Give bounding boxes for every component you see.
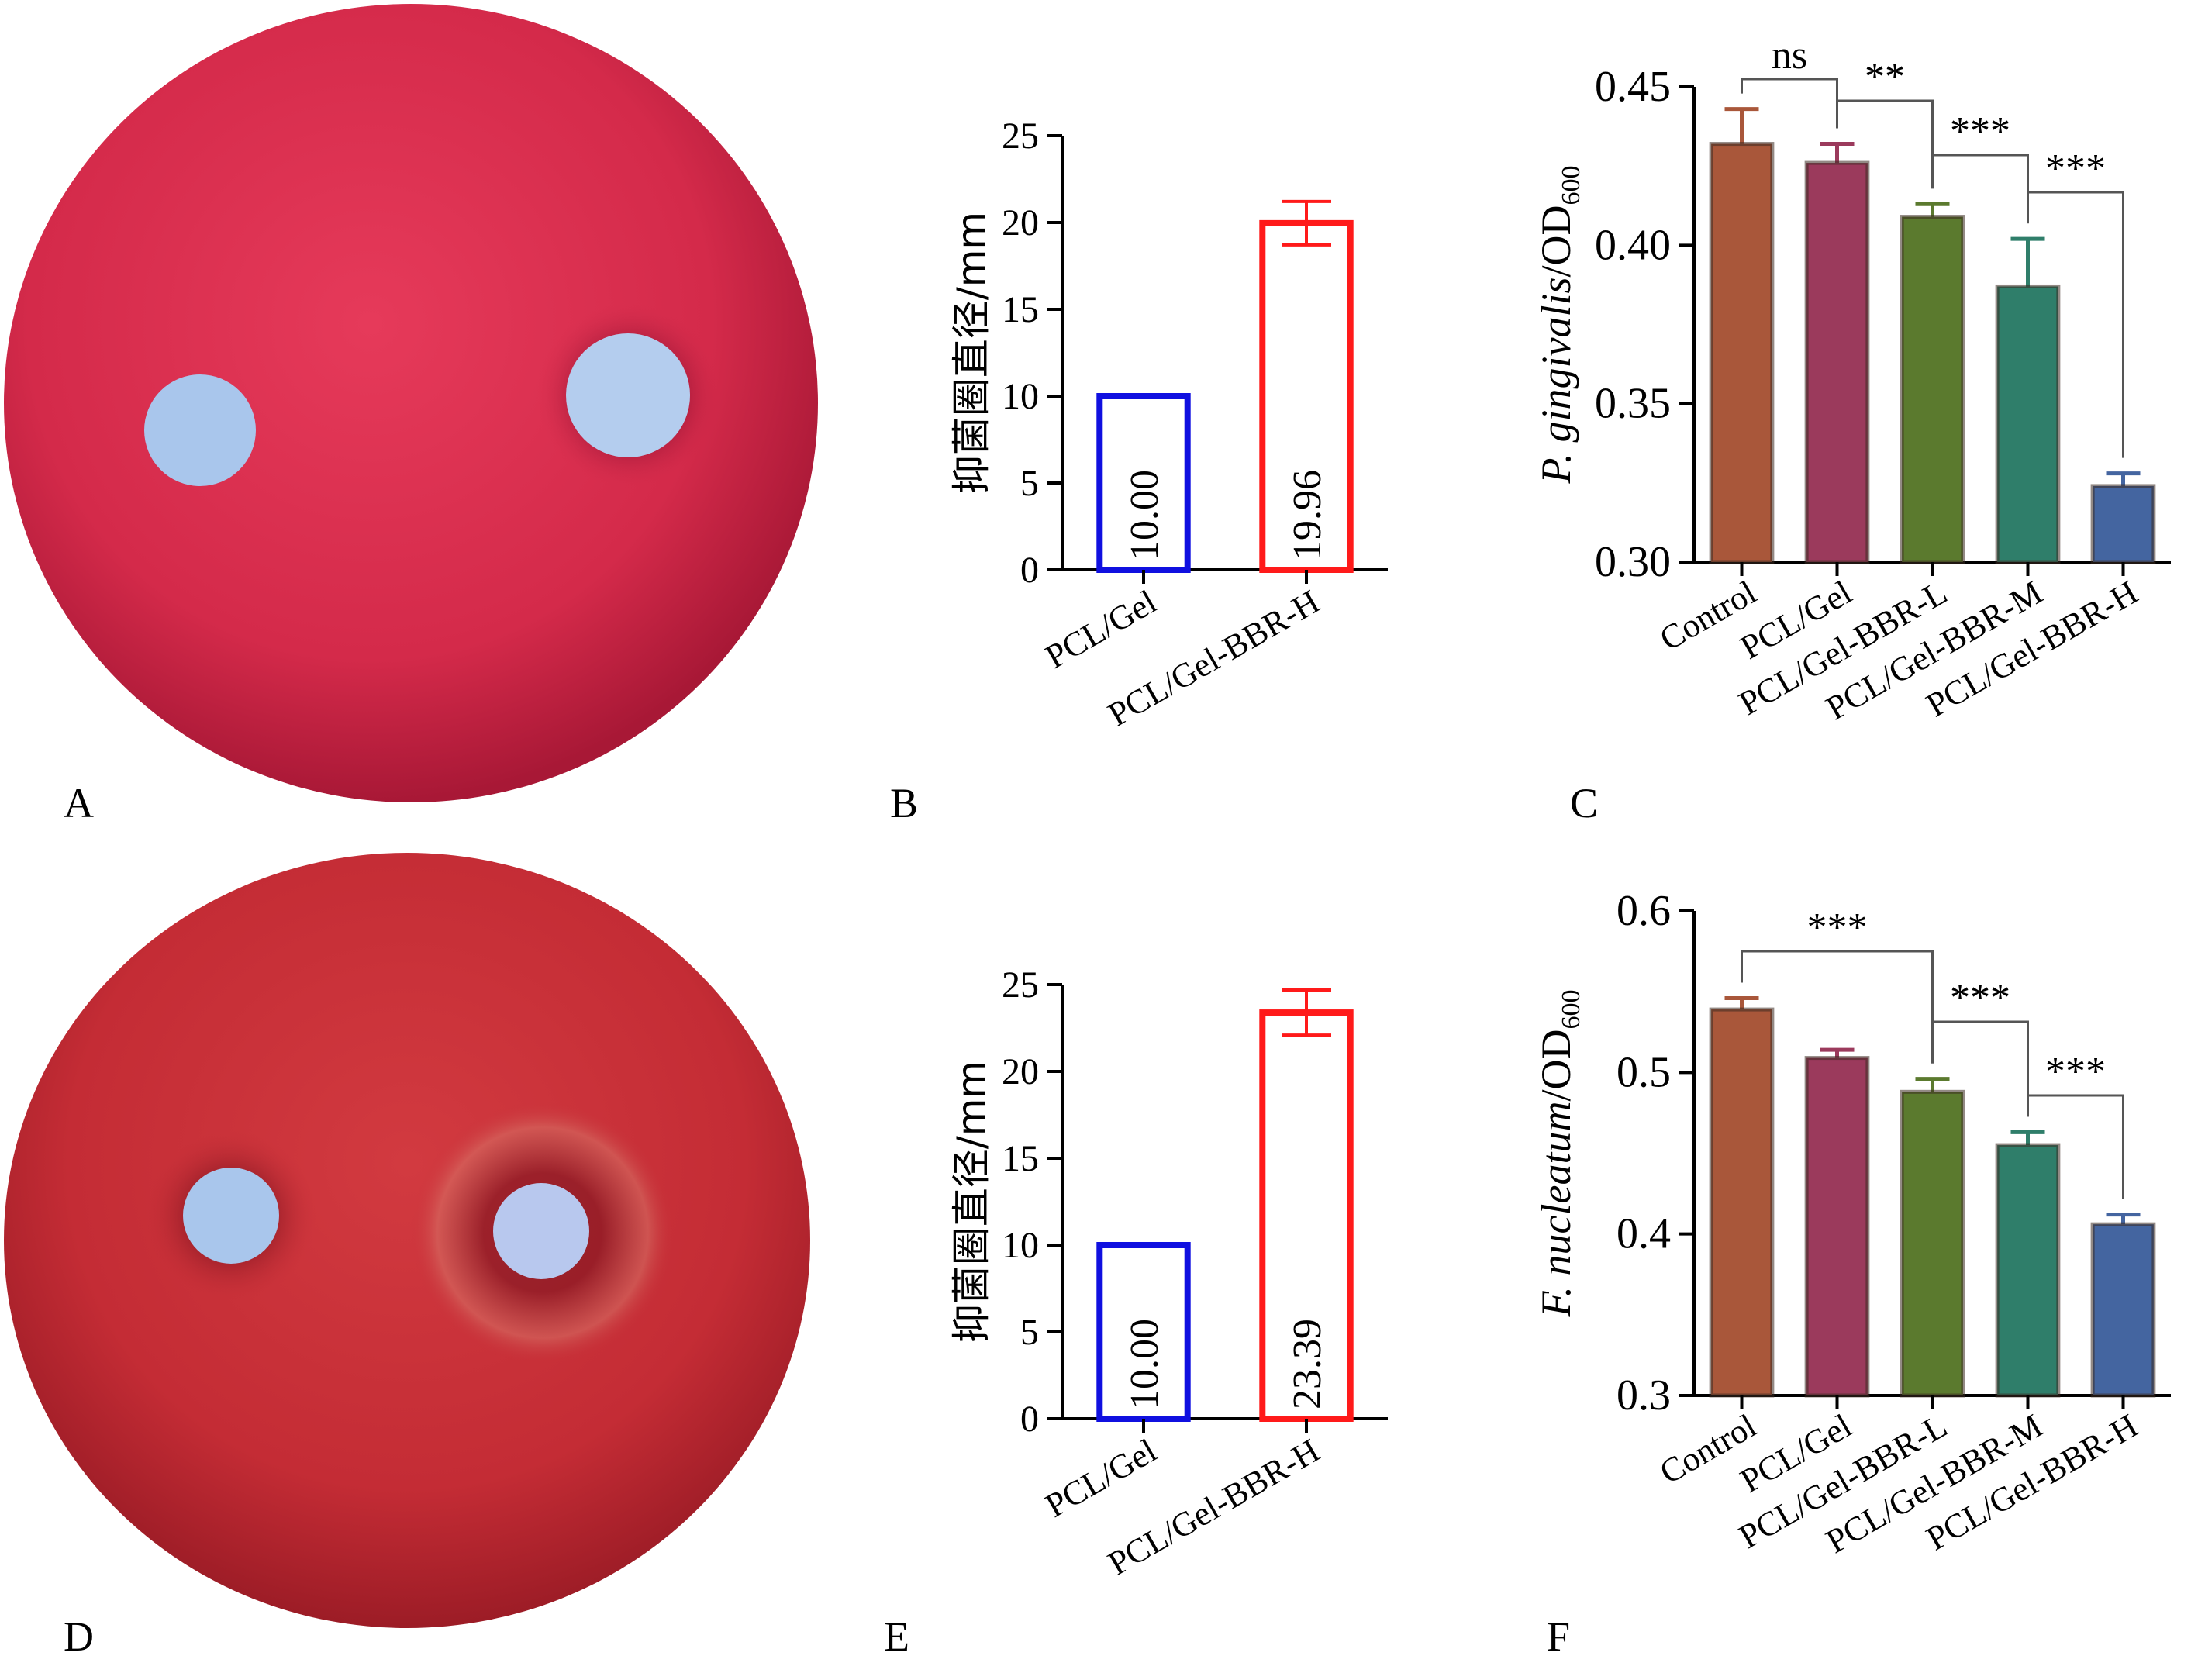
plate-d-disc-left <box>183 1168 279 1264</box>
y-tick-label: 0.40 <box>1595 221 1671 269</box>
significance-label: *** <box>1807 906 1868 950</box>
bar <box>1804 1056 1870 1398</box>
y-tick-label: 10 <box>1002 1225 1039 1266</box>
y-axis-label: F. nucleatum/OD600 <box>1533 990 1586 1318</box>
y-tick-label: 25 <box>1002 116 1039 157</box>
bar <box>1900 1089 1965 1398</box>
y-tick-label: 0.30 <box>1595 538 1671 586</box>
significance-bracket <box>1836 99 1934 189</box>
chart-c: 0.300.350.400.45P. gingivalis/OD600Contr… <box>1533 33 2171 727</box>
agar-plate-d <box>4 853 810 1628</box>
bar <box>2090 1222 2156 1398</box>
bar <box>1709 142 1775 564</box>
value-label: 19.96 <box>1285 470 1330 561</box>
chart-b: 0510152025抑菌圈直径/mm10.00PCL/Gel19.96PCL/G… <box>949 116 1388 733</box>
plate-a-disc-right <box>566 333 690 457</box>
panel-label-e: E <box>884 1613 909 1660</box>
x-tick-label: PCL/Gel <box>1039 1431 1163 1525</box>
plate-a-disc-left <box>144 374 256 486</box>
y-axis-label: 抑菌圈直径/mm <box>949 212 994 494</box>
panel-a: A <box>0 0 822 826</box>
y-tick-label: 0 <box>1020 550 1039 591</box>
panel-label-c: C <box>1570 780 1599 826</box>
bar <box>1900 215 1965 564</box>
significance-label: *** <box>1950 976 2010 1020</box>
value-label: 23.39 <box>1285 1319 1330 1409</box>
bar <box>1804 160 1870 564</box>
plate-d-disc-right <box>493 1183 589 1279</box>
plate-a-dish <box>4 4 818 802</box>
significance-bracket <box>2027 1094 2124 1199</box>
significance-bracket <box>1741 78 1838 129</box>
significance-bracket <box>2027 191 2124 458</box>
panel-label-d: D <box>64 1613 94 1660</box>
y-tick-label: 0.45 <box>1595 63 1671 111</box>
significance-label: *** <box>2045 147 2106 191</box>
significance-bracket <box>1741 950 1934 1064</box>
panel-f: 0.3 0.4 0.5 0.6 F. nucleatum/OD600 Control PCL… <box>1473 837 2198 1676</box>
significance-label: ** <box>1865 55 1905 99</box>
plate-d-dish <box>4 853 810 1628</box>
y-tick-label: 0.5 <box>1617 1048 1671 1096</box>
value-label: 10.00 <box>1123 470 1167 561</box>
y-tick-label: 20 <box>1002 1051 1039 1092</box>
significance-label: ns <box>1772 33 1807 78</box>
y-tick-label: 0 <box>1020 1399 1039 1440</box>
panel-e: 0 5 10 15 20 25 抑菌圈直径/mm 10.00 PCL/Gel 23.39 PCL/G… <box>853 899 1458 1675</box>
panel-b: 0 5 10 15 20 25 抑菌圈直径/mm 10.00 PCL/Gel 19.96 PCL/G… <box>853 93 1458 826</box>
significance-label: *** <box>1950 109 2010 154</box>
y-tick-label: 15 <box>1002 289 1039 330</box>
significance-bracket <box>1931 154 2029 224</box>
y-axis-label: P. gingivalis/OD600 <box>1533 165 1586 484</box>
y-tick-label: 0.4 <box>1617 1210 1671 1258</box>
chart-e: 0510152025抑菌圈直径/mm10.00PCL/Gel23.39PCL/G… <box>949 964 1388 1582</box>
panel-d: D <box>0 837 822 1676</box>
y-tick-label: 5 <box>1020 1312 1039 1353</box>
panel-c: 0.30 0.35 0.40 0.45 P. gingivalis/OD600 Contr… <box>1473 0 2198 826</box>
value-label: 10.00 <box>1123 1319 1167 1409</box>
y-tick-label: 25 <box>1002 964 1039 1006</box>
panel-label-a: A <box>64 780 94 826</box>
x-tick-label: PCL/Gel <box>1039 582 1163 676</box>
bar <box>1995 284 2061 564</box>
chart-f: 0.30.40.50.6F. nucleatum/OD600ControlPCL… <box>1533 887 2171 1561</box>
y-tick-label: 0.35 <box>1595 380 1671 428</box>
agar-plate-a <box>4 4 818 802</box>
y-tick-label: 20 <box>1002 202 1039 243</box>
significance-bracket <box>1931 1020 2029 1117</box>
panel-label-f: F <box>1547 1613 1571 1660</box>
y-tick-label: 5 <box>1020 463 1039 504</box>
significance-label: *** <box>2045 1050 2106 1094</box>
bar <box>1709 1007 1775 1398</box>
y-tick-label: 15 <box>1002 1138 1039 1179</box>
y-tick-label: 0.6 <box>1617 887 1671 935</box>
bar <box>2090 484 2156 564</box>
y-tick-label: 0.3 <box>1617 1371 1671 1420</box>
y-axis-label: 抑菌圈直径/mm <box>949 1061 994 1343</box>
bar <box>1995 1143 2061 1398</box>
y-tick-label: 10 <box>1002 376 1039 417</box>
panel-label-b: B <box>890 780 919 826</box>
